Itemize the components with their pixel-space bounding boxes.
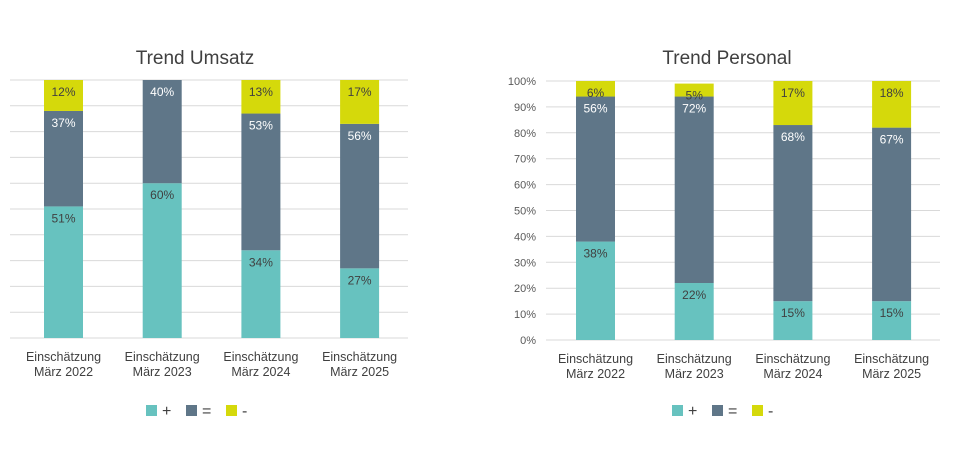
legend-swatch [752, 405, 763, 416]
bar-segment [773, 301, 813, 340]
bar-segment [576, 96, 615, 242]
y-tick-label: 0% [520, 335, 536, 347]
x-tick-label: Einschätzung [223, 350, 298, 364]
y-tick-label: 80% [514, 128, 536, 140]
data-label: 27% [348, 273, 372, 287]
x-tick-label: Einschätzung [854, 352, 929, 366]
legend-label: = [728, 403, 737, 420]
legend-label: - [768, 403, 773, 420]
y-tick-label: 20% [514, 283, 536, 295]
bar-segment [773, 81, 813, 126]
legend-label: + [162, 403, 171, 420]
data-label: 38% [583, 247, 607, 261]
data-label: 13% [249, 85, 273, 99]
legend-swatch [226, 405, 237, 416]
y-tick-label: 50% [514, 206, 536, 218]
data-label: 51% [51, 211, 75, 225]
data-label: 67% [880, 133, 904, 147]
data-label: 56% [348, 129, 372, 143]
data-label: 5% [686, 89, 704, 103]
legend-swatch [672, 405, 683, 416]
y-tick-label: 10% [514, 309, 536, 321]
bar-segment [340, 123, 380, 269]
data-label: 15% [781, 306, 805, 320]
data-label: 56% [583, 102, 607, 116]
x-tick-label: März 2023 [133, 365, 192, 379]
bar-segment [674, 83, 714, 97]
x-tick-label: März 2024 [763, 367, 822, 381]
y-tick-label: 70% [514, 154, 536, 166]
bar-segment [142, 183, 182, 338]
data-label: 22% [682, 288, 706, 302]
legend-label: + [688, 403, 697, 420]
y-tick-label: 100% [508, 76, 536, 88]
legend-swatch [146, 405, 157, 416]
bar-segment [241, 113, 281, 251]
data-label: 72% [682, 102, 706, 116]
x-tick-label: März 2025 [330, 365, 389, 379]
x-tick-label: März 2022 [566, 367, 625, 381]
x-tick-label: Einschätzung [322, 350, 397, 364]
bar-segment [44, 110, 83, 207]
data-label: 40% [150, 85, 174, 99]
chart-personal: Trend Personal 0% 10% 20% 30% 40% 50% 60% 70% 80… [508, 48, 940, 420]
bar-segment [241, 80, 281, 114]
data-label: 53% [249, 119, 273, 133]
x-tick-label: März 2025 [862, 367, 921, 381]
x-tick-label: Einschätzung [657, 352, 732, 366]
data-label: 60% [150, 188, 174, 202]
chart-title: Trend Personal [662, 48, 791, 69]
x-tick-label: Einschätzung [26, 350, 101, 364]
x-tick-label: Einschätzung [755, 352, 830, 366]
y-tick-label: 40% [514, 231, 536, 243]
chart-title: Trend Umsatz [136, 48, 255, 69]
x-tick-label: März 2024 [231, 365, 290, 379]
bar-segment [44, 80, 83, 111]
data-label: 37% [51, 116, 75, 130]
bar-segment [44, 206, 83, 338]
bar-segment [872, 81, 912, 128]
legend-swatch [712, 405, 723, 416]
data-label: 68% [781, 130, 805, 144]
bar-segment [576, 81, 615, 97]
data-label: 15% [880, 306, 904, 320]
y-tick-label: 60% [514, 180, 536, 192]
data-label: 18% [880, 86, 904, 100]
legend-label: - [242, 403, 247, 420]
y-tick-label: 90% [514, 102, 536, 114]
legend-swatch [186, 405, 197, 416]
data-label: 12% [51, 85, 75, 99]
bar-segment [340, 80, 380, 124]
data-label: 34% [249, 255, 273, 269]
bar-segment [142, 80, 182, 184]
data-label: 17% [781, 86, 805, 100]
data-label: 17% [348, 85, 372, 99]
chart-legend: + = - [672, 403, 773, 420]
x-tick-label: März 2023 [665, 367, 724, 381]
data-label: 6% [587, 86, 605, 100]
bar-segment [576, 241, 615, 340]
x-tick-label: März 2022 [34, 365, 93, 379]
bar-segment [340, 268, 380, 338]
bar-segment [674, 96, 714, 284]
x-tick-label: Einschätzung [125, 350, 200, 364]
plot-area: 0% 10% 20% 30% 40% 50% 60% 70% 80% 90% 100% 38% 56% 6… [508, 76, 940, 381]
bar-segment [872, 301, 912, 340]
bar-segment [674, 283, 714, 340]
bar-segment [241, 250, 281, 338]
bar-segment [773, 125, 813, 302]
legend-label: = [202, 403, 211, 420]
x-tick-label: Einschätzung [558, 352, 633, 366]
chart-legend: + = - [146, 403, 247, 420]
bar-segment [872, 127, 912, 302]
y-tick-label: 30% [514, 257, 536, 269]
